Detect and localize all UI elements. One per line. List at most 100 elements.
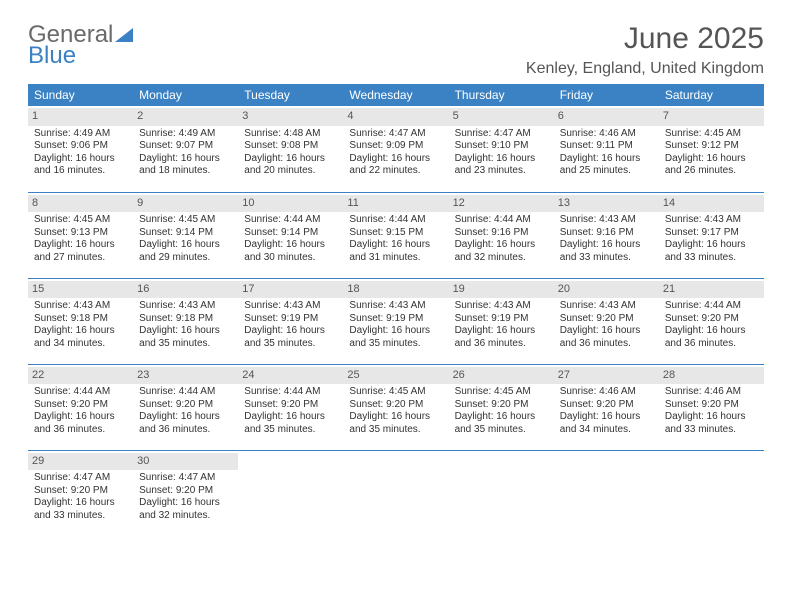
sunset-line: Sunset: 9:16 PM — [560, 227, 653, 240]
sunset-line: Sunset: 9:19 PM — [244, 313, 337, 326]
day-number: 18 — [343, 281, 448, 299]
sunset-line: Sunset: 9:12 PM — [665, 140, 758, 153]
daylight-line: Daylight: 16 hours and 18 minutes. — [139, 153, 232, 178]
day-number: 20 — [554, 281, 659, 299]
daylight-line: Daylight: 16 hours and 34 minutes. — [34, 325, 127, 350]
calendar-row: 15Sunrise: 4:43 AMSunset: 9:18 PMDayligh… — [28, 278, 764, 364]
sunset-line: Sunset: 9:10 PM — [455, 140, 548, 153]
daylight-line: Daylight: 16 hours and 36 minutes. — [665, 325, 758, 350]
sunset-line: Sunset: 9:15 PM — [349, 227, 442, 240]
sunrise-line: Sunrise: 4:45 AM — [455, 386, 548, 399]
logo-triangle-icon — [115, 28, 133, 42]
calendar-cell: 14Sunrise: 4:43 AMSunset: 9:17 PMDayligh… — [659, 192, 764, 278]
daylight-line: Daylight: 16 hours and 35 minutes. — [349, 325, 442, 350]
sunset-line: Sunset: 9:20 PM — [455, 399, 548, 412]
calendar-cell: 9Sunrise: 4:45 AMSunset: 9:14 PMDaylight… — [133, 192, 238, 278]
sunset-line: Sunset: 9:14 PM — [244, 227, 337, 240]
daylight-line: Daylight: 16 hours and 29 minutes. — [139, 239, 232, 264]
daylight-line: Daylight: 16 hours and 34 minutes. — [560, 411, 653, 436]
daylight-line: Daylight: 16 hours and 27 minutes. — [34, 239, 127, 264]
day-number: 21 — [659, 281, 764, 299]
month-title: June 2025 — [526, 22, 764, 56]
calendar-cell: 18Sunrise: 4:43 AMSunset: 9:19 PMDayligh… — [343, 278, 448, 364]
day-number: 19 — [449, 281, 554, 299]
calendar-cell — [238, 450, 343, 536]
sunset-line: Sunset: 9:20 PM — [34, 399, 127, 412]
calendar-cell: 3Sunrise: 4:48 AMSunset: 9:08 PMDaylight… — [238, 106, 343, 192]
sunrise-line: Sunrise: 4:45 AM — [349, 386, 442, 399]
daylight-line: Daylight: 16 hours and 26 minutes. — [665, 153, 758, 178]
sunset-line: Sunset: 9:13 PM — [34, 227, 127, 240]
calendar-cell: 5Sunrise: 4:47 AMSunset: 9:10 PMDaylight… — [449, 106, 554, 192]
calendar-cell: 12Sunrise: 4:44 AMSunset: 9:16 PMDayligh… — [449, 192, 554, 278]
sunset-line: Sunset: 9:20 PM — [665, 313, 758, 326]
sunrise-line: Sunrise: 4:43 AM — [455, 300, 548, 313]
calendar-cell: 19Sunrise: 4:43 AMSunset: 9:19 PMDayligh… — [449, 278, 554, 364]
calendar-cell: 28Sunrise: 4:46 AMSunset: 9:20 PMDayligh… — [659, 364, 764, 450]
weekday-header: Sunday — [28, 84, 133, 106]
daylight-line: Daylight: 16 hours and 31 minutes. — [349, 239, 442, 264]
day-number: 10 — [238, 195, 343, 213]
weekday-header-row: SundayMondayTuesdayWednesdayThursdayFrid… — [28, 84, 764, 106]
day-number: 11 — [343, 195, 448, 213]
sunset-line: Sunset: 9:14 PM — [139, 227, 232, 240]
daylight-line: Daylight: 16 hours and 33 minutes. — [665, 239, 758, 264]
day-number: 5 — [449, 108, 554, 126]
day-number: 8 — [28, 195, 133, 213]
sunrise-line: Sunrise: 4:43 AM — [560, 300, 653, 313]
title-block: June 2025 Kenley, England, United Kingdo… — [526, 22, 764, 78]
day-number: 27 — [554, 367, 659, 385]
day-number: 2 — [133, 108, 238, 126]
day-number: 14 — [659, 195, 764, 213]
calendar-cell: 25Sunrise: 4:45 AMSunset: 9:20 PMDayligh… — [343, 364, 448, 450]
day-number: 1 — [28, 108, 133, 126]
day-number: 25 — [343, 367, 448, 385]
daylight-line: Daylight: 16 hours and 20 minutes. — [244, 153, 337, 178]
daylight-line: Daylight: 16 hours and 16 minutes. — [34, 153, 127, 178]
day-number: 29 — [28, 453, 133, 471]
daylight-line: Daylight: 16 hours and 35 minutes. — [455, 411, 548, 436]
calendar-cell — [449, 450, 554, 536]
sunset-line: Sunset: 9:06 PM — [34, 140, 127, 153]
calendar-cell: 15Sunrise: 4:43 AMSunset: 9:18 PMDayligh… — [28, 278, 133, 364]
calendar-cell — [659, 450, 764, 536]
sunrise-line: Sunrise: 4:47 AM — [34, 472, 127, 485]
sunset-line: Sunset: 9:08 PM — [244, 140, 337, 153]
weekday-header: Friday — [554, 84, 659, 106]
day-number: 7 — [659, 108, 764, 126]
calendar-cell — [554, 450, 659, 536]
sunset-line: Sunset: 9:09 PM — [349, 140, 442, 153]
daylight-line: Daylight: 16 hours and 35 minutes. — [244, 411, 337, 436]
daylight-line: Daylight: 16 hours and 35 minutes. — [349, 411, 442, 436]
sunset-line: Sunset: 9:11 PM — [560, 140, 653, 153]
sunset-line: Sunset: 9:20 PM — [560, 313, 653, 326]
sunrise-line: Sunrise: 4:43 AM — [244, 300, 337, 313]
daylight-line: Daylight: 16 hours and 32 minutes. — [455, 239, 548, 264]
sunset-line: Sunset: 9:19 PM — [349, 313, 442, 326]
day-number: 30 — [133, 453, 238, 471]
daylight-line: Daylight: 16 hours and 36 minutes. — [560, 325, 653, 350]
day-number: 6 — [554, 108, 659, 126]
daylight-line: Daylight: 16 hours and 33 minutes. — [665, 411, 758, 436]
weekday-header: Tuesday — [238, 84, 343, 106]
sunrise-line: Sunrise: 4:48 AM — [244, 128, 337, 141]
sunrise-line: Sunrise: 4:47 AM — [455, 128, 548, 141]
daylight-line: Daylight: 16 hours and 36 minutes. — [139, 411, 232, 436]
sunset-line: Sunset: 9:18 PM — [139, 313, 232, 326]
calendar-body: 1Sunrise: 4:49 AMSunset: 9:06 PMDaylight… — [28, 106, 764, 536]
sunset-line: Sunset: 9:18 PM — [34, 313, 127, 326]
weekday-header: Monday — [133, 84, 238, 106]
calendar-cell: 26Sunrise: 4:45 AMSunset: 9:20 PMDayligh… — [449, 364, 554, 450]
sunset-line: Sunset: 9:20 PM — [139, 399, 232, 412]
day-number: 15 — [28, 281, 133, 299]
calendar-row: 8Sunrise: 4:45 AMSunset: 9:13 PMDaylight… — [28, 192, 764, 278]
header: General Blue June 2025 Kenley, England, … — [28, 22, 764, 78]
day-number: 24 — [238, 367, 343, 385]
sunrise-line: Sunrise: 4:47 AM — [139, 472, 232, 485]
sunset-line: Sunset: 9:20 PM — [349, 399, 442, 412]
sunrise-line: Sunrise: 4:43 AM — [139, 300, 232, 313]
sunrise-line: Sunrise: 4:45 AM — [139, 214, 232, 227]
day-number: 23 — [133, 367, 238, 385]
sunset-line: Sunset: 9:16 PM — [455, 227, 548, 240]
calendar-cell: 22Sunrise: 4:44 AMSunset: 9:20 PMDayligh… — [28, 364, 133, 450]
